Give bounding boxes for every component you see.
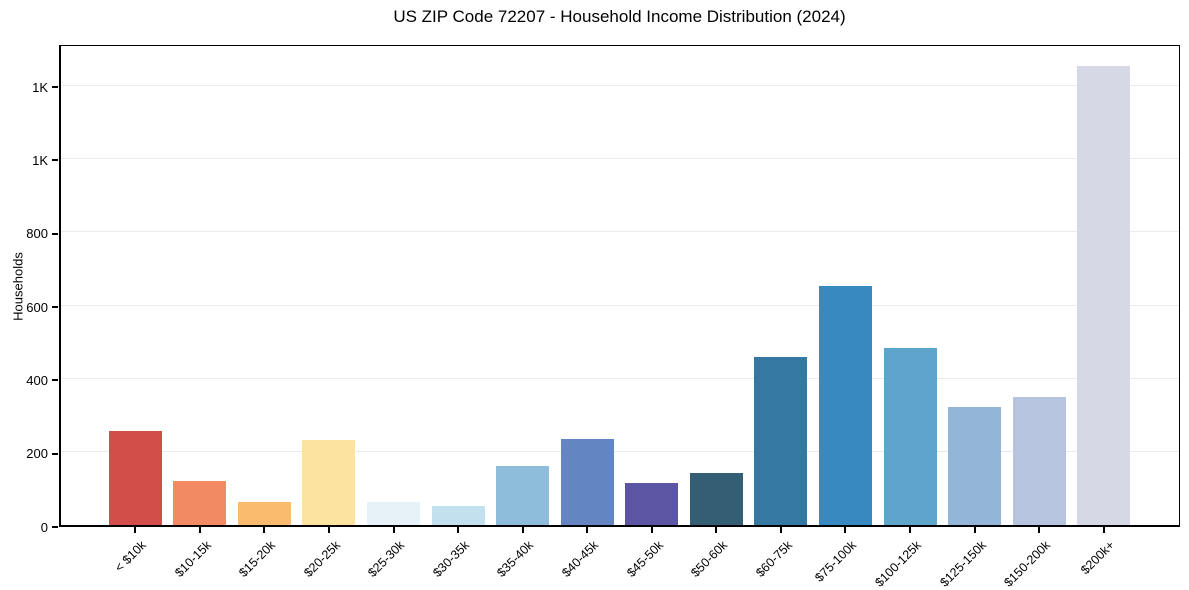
- bar-60-75k: [754, 356, 808, 525]
- bar-25-30k: [367, 502, 421, 525]
- bar-45-50k: [625, 483, 679, 525]
- y-tick-label: 200: [26, 446, 48, 462]
- bar-40-45k: [560, 438, 614, 525]
- y-tick-label: 1K: [32, 152, 48, 168]
- y-axis-label: Households: [10, 252, 26, 321]
- y-tick-label: 800: [26, 226, 48, 242]
- x-tick-label: $200k+: [1078, 538, 1118, 578]
- x-tick-label: $75-100k: [812, 538, 860, 585]
- gridline: [61, 84, 1179, 86]
- x-tick-mark: [263, 527, 266, 533]
- x-tick-label: $30-35k: [430, 538, 472, 580]
- y-tick-mark: [52, 306, 58, 309]
- bar-75-100k: [818, 286, 872, 525]
- x-tick-mark: [586, 527, 589, 533]
- x-tick-mark: [1102, 527, 1105, 533]
- x-tick-label: $10-15k: [171, 538, 214, 580]
- gridline: [61, 157, 1179, 159]
- x-tick-label: $150-200k: [1001, 538, 1054, 590]
- x-tick-label: $125-150k: [936, 538, 989, 590]
- x-tick-mark: [521, 527, 524, 533]
- bar-150-200k: [1012, 396, 1066, 525]
- bar-15-20k: [237, 502, 291, 525]
- gridline: [61, 451, 1179, 453]
- chart-title: US ZIP Code 72207 - Household Income Dis…: [393, 7, 846, 26]
- x-tick-label: < $10k: [112, 538, 150, 575]
- bar-30-35k: [431, 506, 485, 525]
- bar-200k: [1077, 65, 1131, 525]
- x-tick-mark: [844, 527, 847, 533]
- y-tick-mark: [52, 379, 58, 382]
- bar-50-60k: [689, 472, 743, 525]
- y-tick-mark: [52, 526, 58, 528]
- x-tick-mark: [134, 527, 137, 533]
- y-tick-mark: [52, 232, 58, 235]
- x-tick-label: $15-20k: [236, 538, 279, 580]
- x-tick-label: $100-125k: [872, 538, 924, 590]
- x-tick-mark: [457, 527, 460, 533]
- x-tick-mark: [650, 527, 653, 533]
- bar-10k: [108, 430, 162, 525]
- x-tick-mark: [392, 527, 395, 533]
- x-tick-mark: [779, 527, 782, 533]
- x-tick-label: $20-25k: [301, 538, 343, 580]
- gridline: [61, 377, 1179, 379]
- bar-125-150k: [948, 406, 1002, 525]
- y-tick-label: 400: [26, 372, 48, 388]
- x-tick-label: $25-30k: [365, 538, 408, 580]
- x-tick-label: $60-75k: [752, 538, 795, 580]
- x-tick-mark: [198, 527, 201, 533]
- x-tick-mark: [327, 527, 330, 533]
- y-tick-label: 0: [40, 519, 48, 535]
- x-tick-mark: [1038, 527, 1041, 533]
- gridline: [61, 304, 1179, 306]
- x-tick-mark: [973, 527, 976, 533]
- plot-area: [59, 45, 1180, 527]
- x-tick-label: $45-50k: [623, 538, 666, 580]
- y-tick-label: 600: [26, 299, 48, 315]
- x-tick-label: $40-45k: [559, 538, 602, 580]
- y-tick-mark: [52, 159, 58, 162]
- bar-35-40k: [496, 466, 550, 525]
- bar-20-25k: [302, 439, 356, 525]
- bar-10-15k: [173, 480, 227, 525]
- y-tick-mark: [52, 86, 58, 89]
- x-tick-label: $50-60k: [688, 538, 731, 580]
- x-tick-mark: [909, 527, 912, 533]
- gridline: [61, 231, 1179, 233]
- x-tick-mark: [715, 527, 718, 533]
- y-tick-label: 1K: [32, 79, 48, 95]
- x-tick-label: $35-40k: [494, 538, 537, 580]
- bar-100-125k: [883, 347, 937, 525]
- y-tick-mark: [52, 452, 58, 455]
